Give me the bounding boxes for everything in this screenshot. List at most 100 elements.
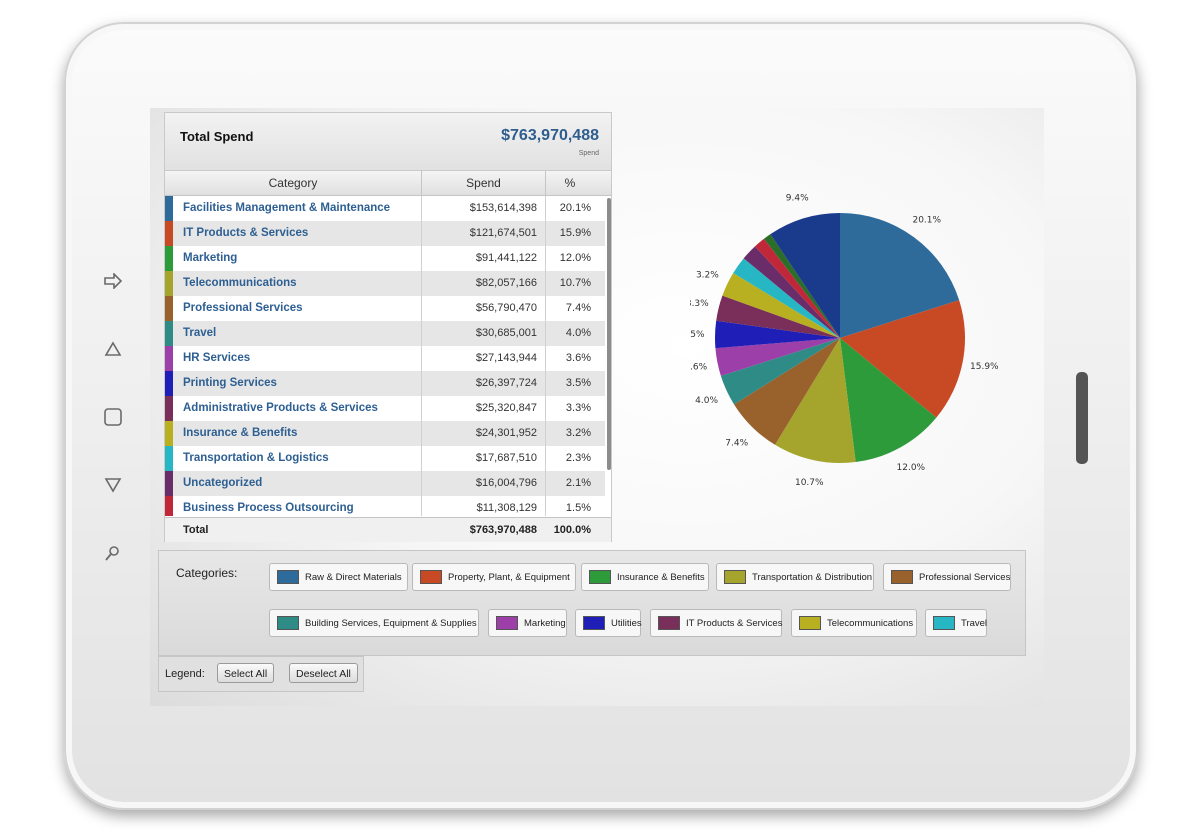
header-category[interactable]: Category [165, 171, 422, 195]
table-row[interactable]: Uncategorized $16,004,796 2.1% [165, 471, 605, 496]
category-chip-label: Marketing [524, 617, 566, 629]
table-row[interactable]: Marketing $91,441,122 12.0% [165, 246, 605, 271]
pie-slice[interactable] [840, 213, 960, 338]
row-color-swatch [165, 296, 173, 321]
table-row[interactable]: Travel $30,685,001 4.0% [165, 321, 605, 346]
pie-slice[interactable] [720, 338, 840, 405]
category-chip[interactable]: Marketing [488, 609, 567, 637]
row-category[interactable]: Travel [183, 327, 217, 339]
pie-slice[interactable] [840, 300, 965, 418]
table-row[interactable]: Printing Services $26,397,724 3.5% [165, 371, 605, 396]
category-color-box [799, 616, 821, 630]
category-chip-label: IT Products & Services [686, 617, 783, 629]
categories-panel: Categories: Raw & Direct Materials Proper… [158, 550, 1026, 656]
pie-slice[interactable] [770, 213, 840, 338]
pie-slice[interactable] [733, 258, 840, 338]
table-scrollbar[interactable] [607, 198, 611, 470]
category-chip[interactable]: Travel [925, 609, 987, 637]
column-divider [545, 271, 546, 296]
table-row[interactable]: Facilities Management & Maintenance $153,… [165, 196, 605, 221]
table-total-row: Total $763,970,488 100.0% [165, 517, 611, 542]
category-chip[interactable]: IT Products & Services [650, 609, 782, 637]
category-chip[interactable]: Transportation & Distribution [716, 563, 874, 591]
pie-slice[interactable] [764, 234, 840, 338]
pie-slice[interactable] [775, 338, 856, 463]
row-category[interactable]: Business Process Outsourcing [183, 502, 354, 514]
deselect-all-button[interactable]: Deselect All [289, 663, 358, 683]
table-row[interactable]: Business Process Outsourcing $11,308,129 1… [165, 496, 605, 516]
row-category[interactable]: Printing Services [183, 377, 277, 389]
row-category[interactable]: IT Products & Services [183, 227, 309, 239]
table-row[interactable]: Insurance & Benefits $24,301,952 3.2% [165, 421, 605, 446]
total-spend-sub: Spend [578, 150, 599, 157]
home-icon[interactable] [100, 336, 126, 362]
table-row[interactable]: Administrative Products & Services $25,32… [165, 396, 605, 421]
row-category[interactable]: Professional Services [183, 302, 303, 314]
select-all-button[interactable]: Select All [217, 663, 275, 683]
category-chip[interactable]: Insurance & Benefits [581, 563, 709, 591]
row-spend: $121,674,501 [469, 227, 537, 239]
row-color-swatch [165, 371, 173, 396]
table-row[interactable]: Professional Services $56,790,470 7.4% [165, 296, 605, 321]
row-pct: 3.6% [565, 352, 591, 364]
row-spend: $25,320,847 [475, 402, 537, 414]
category-chip-label: Utilities [611, 617, 642, 629]
table-row[interactable]: IT Products & Services $121,674,501 15.9% [165, 221, 605, 246]
pie-slice[interactable] [715, 320, 840, 349]
row-pct: 12.0% [559, 252, 591, 264]
category-color-box [277, 570, 299, 584]
row-pct: 3.3% [565, 402, 591, 414]
back-icon[interactable] [100, 268, 126, 294]
pie-slice[interactable] [840, 338, 937, 463]
column-divider [545, 496, 546, 516]
table-body: Facilities Management & Maintenance $153,… [165, 196, 611, 516]
category-color-box [277, 616, 299, 630]
category-chip[interactable]: Telecommunications [791, 609, 917, 637]
row-pct: 7.4% [565, 302, 591, 314]
power-button[interactable] [1076, 372, 1088, 464]
row-color-swatch [165, 421, 173, 446]
row-color-swatch [165, 321, 173, 346]
pie-slice[interactable] [734, 338, 840, 445]
column-divider [545, 346, 546, 371]
row-spend: $30,685,001 [475, 327, 537, 339]
row-pct: 15.9% [559, 227, 591, 239]
category-chip[interactable]: Raw & Direct Materials [269, 563, 408, 591]
pie-label: 12.0% [897, 463, 926, 473]
row-category[interactable]: Transportation & Logistics [183, 452, 329, 464]
table-row[interactable]: Transportation & Logistics $17,687,510 2.3… [165, 446, 605, 471]
row-spend: $24,301,952 [475, 427, 537, 439]
category-chip[interactable]: Building Services, Equipment & Supplies [269, 609, 479, 637]
pie-slice[interactable] [716, 295, 840, 338]
pie-slice[interactable] [722, 273, 840, 338]
row-category[interactable]: Uncategorized [183, 477, 263, 489]
pie-slice[interactable] [755, 238, 840, 338]
category-chip[interactable]: Utilities [575, 609, 642, 637]
header-spend[interactable]: Spend [422, 171, 546, 195]
table-row[interactable]: Telecommunications $82,057,166 10.7% [165, 271, 605, 296]
column-divider [545, 471, 546, 496]
menu-down-icon[interactable] [100, 472, 126, 498]
row-category[interactable]: Facilities Management & Maintenance [183, 202, 391, 214]
row-category[interactable]: Administrative Products & Services [183, 402, 378, 414]
row-pct: 3.2% [565, 427, 591, 439]
total-spend: $763,970,488 [469, 524, 537, 536]
row-spend: $91,441,122 [475, 252, 537, 264]
pie-slice[interactable] [743, 246, 840, 338]
row-category[interactable]: Telecommunications [183, 277, 297, 289]
row-color-swatch [165, 196, 173, 221]
row-pct: 1.5% [565, 502, 591, 514]
category-chip[interactable]: Professional Services [883, 563, 1011, 591]
header-pct[interactable]: % [564, 176, 576, 190]
column-divider [421, 421, 422, 446]
search-icon[interactable] [100, 540, 126, 566]
row-category[interactable]: Insurance & Benefits [183, 427, 298, 439]
category-chip[interactable]: Property, Plant, & Equipment [412, 563, 576, 591]
row-category[interactable]: Marketing [183, 252, 238, 264]
table-row[interactable]: HR Services $27,143,944 3.6% [165, 346, 605, 371]
row-category[interactable]: HR Services [183, 352, 251, 364]
pie-slice[interactable] [715, 338, 840, 376]
row-color-swatch [165, 271, 173, 296]
total-spend-value: $763,970,488 [501, 127, 599, 144]
square-icon[interactable] [100, 404, 126, 430]
